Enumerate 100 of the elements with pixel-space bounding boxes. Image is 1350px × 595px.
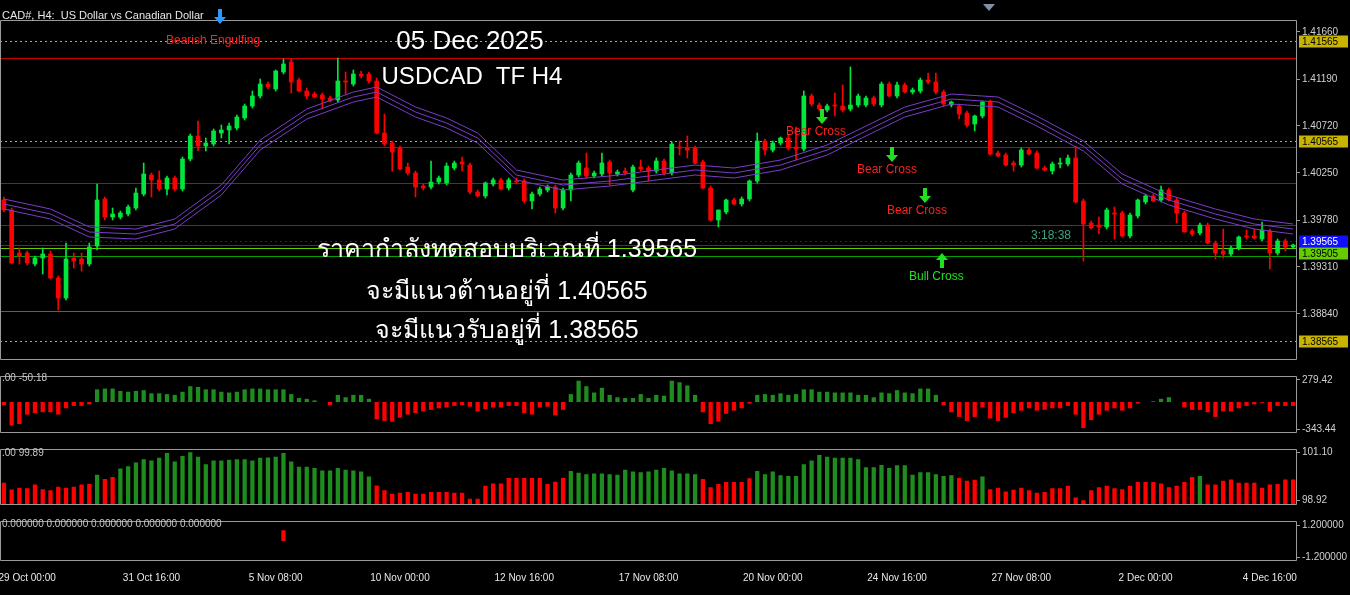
bar — [848, 392, 853, 402]
bar — [646, 398, 651, 402]
bar — [1011, 401, 1016, 413]
bar — [289, 394, 294, 402]
annotation: จะมีแนวต้านอยู่ที่ 1.40565 — [366, 275, 648, 305]
bar — [560, 401, 566, 410]
y-tick-label: 1.40720 — [1302, 119, 1339, 131]
bar — [716, 401, 721, 422]
bar — [568, 394, 573, 402]
bar — [1112, 401, 1117, 409]
bar — [1228, 401, 1234, 412]
bar — [584, 386, 589, 402]
bar — [304, 398, 309, 402]
bar — [879, 392, 884, 402]
x-tick-label: 17 Nov 08:00 — [618, 571, 679, 583]
bar — [79, 401, 84, 406]
bar — [576, 380, 581, 402]
bar — [894, 390, 900, 402]
bar — [630, 398, 636, 402]
bar — [421, 401, 426, 412]
bar — [669, 380, 674, 402]
y-tick-label: 1.200000 — [1302, 518, 1345, 530]
bar — [677, 382, 682, 402]
bar — [203, 389, 208, 402]
bar — [607, 394, 612, 402]
bar — [195, 387, 201, 402]
bar — [102, 388, 107, 402]
bar — [529, 401, 535, 415]
bar — [1290, 401, 1296, 406]
bar — [1244, 401, 1249, 406]
annotation: จะมีแนวรับอยู่ที่ 1.38565 — [375, 314, 639, 344]
y-tick-label: 1.39780 — [1302, 213, 1339, 225]
bar — [382, 401, 387, 421]
bar — [211, 389, 216, 402]
bar — [770, 394, 775, 402]
bar — [615, 397, 620, 402]
bar — [327, 401, 333, 406]
bar — [638, 394, 643, 402]
bar — [762, 394, 768, 402]
bar — [405, 401, 410, 415]
bar — [475, 401, 480, 412]
bar — [17, 401, 22, 425]
bar — [157, 393, 162, 402]
y-tick-label: 279.42 — [1302, 373, 1334, 385]
bar — [692, 394, 698, 402]
bar — [250, 388, 255, 402]
bar — [514, 401, 519, 406]
bar — [623, 398, 628, 402]
bar — [397, 401, 403, 418]
bar — [685, 385, 690, 402]
bar — [1213, 401, 1218, 417]
bar — [809, 389, 814, 402]
bar — [94, 389, 100, 402]
y-tick-label: 1.38840 — [1302, 307, 1339, 319]
bar — [1081, 401, 1086, 428]
bar — [335, 394, 340, 402]
bar — [444, 401, 449, 408]
bar — [9, 401, 14, 426]
bar — [708, 401, 713, 425]
bar — [599, 387, 605, 402]
bar — [25, 401, 30, 415]
bar — [817, 391, 822, 402]
annotation: 3:18:38 — [1031, 228, 1072, 243]
annotation: Bull Cross — [909, 269, 964, 284]
x-tick-label: 5 Nov 08:00 — [248, 571, 304, 583]
y-tick-label: -343.44 — [1302, 422, 1337, 434]
bar — [887, 393, 892, 402]
bar — [1003, 401, 1008, 418]
bar — [226, 392, 232, 402]
bar — [374, 401, 379, 420]
y-tick-label: 1.41190 — [1302, 72, 1338, 84]
bar — [731, 401, 737, 411]
bar — [1, 401, 7, 406]
bar — [1065, 401, 1071, 406]
x-tick-label: 31 Oct 16:00 — [122, 571, 181, 583]
bar — [700, 401, 705, 413]
bar — [724, 401, 729, 414]
y-tick-label: 101.10 — [1302, 446, 1334, 458]
bar — [553, 401, 558, 416]
bar — [164, 394, 170, 402]
chart-title: 05 Dec 2025 — [396, 25, 544, 56]
bar — [755, 394, 760, 402]
bar — [1089, 401, 1094, 421]
bar — [793, 394, 799, 402]
bar — [258, 388, 263, 402]
annotation: Bearish Engulfing — [166, 33, 261, 48]
x-tick-label: 27 Nov 08:00 — [991, 571, 1052, 583]
text: USDCAD TF H4 — [381, 62, 563, 90]
bar — [902, 392, 907, 402]
bar — [141, 390, 146, 402]
bar — [296, 398, 302, 402]
bar — [592, 392, 597, 402]
bar — [1019, 401, 1024, 411]
bar — [918, 388, 923, 402]
bar — [56, 401, 61, 415]
bar — [1275, 401, 1280, 406]
bar — [149, 393, 154, 402]
bar — [1221, 401, 1226, 412]
bar — [824, 391, 830, 402]
bar — [941, 401, 946, 406]
